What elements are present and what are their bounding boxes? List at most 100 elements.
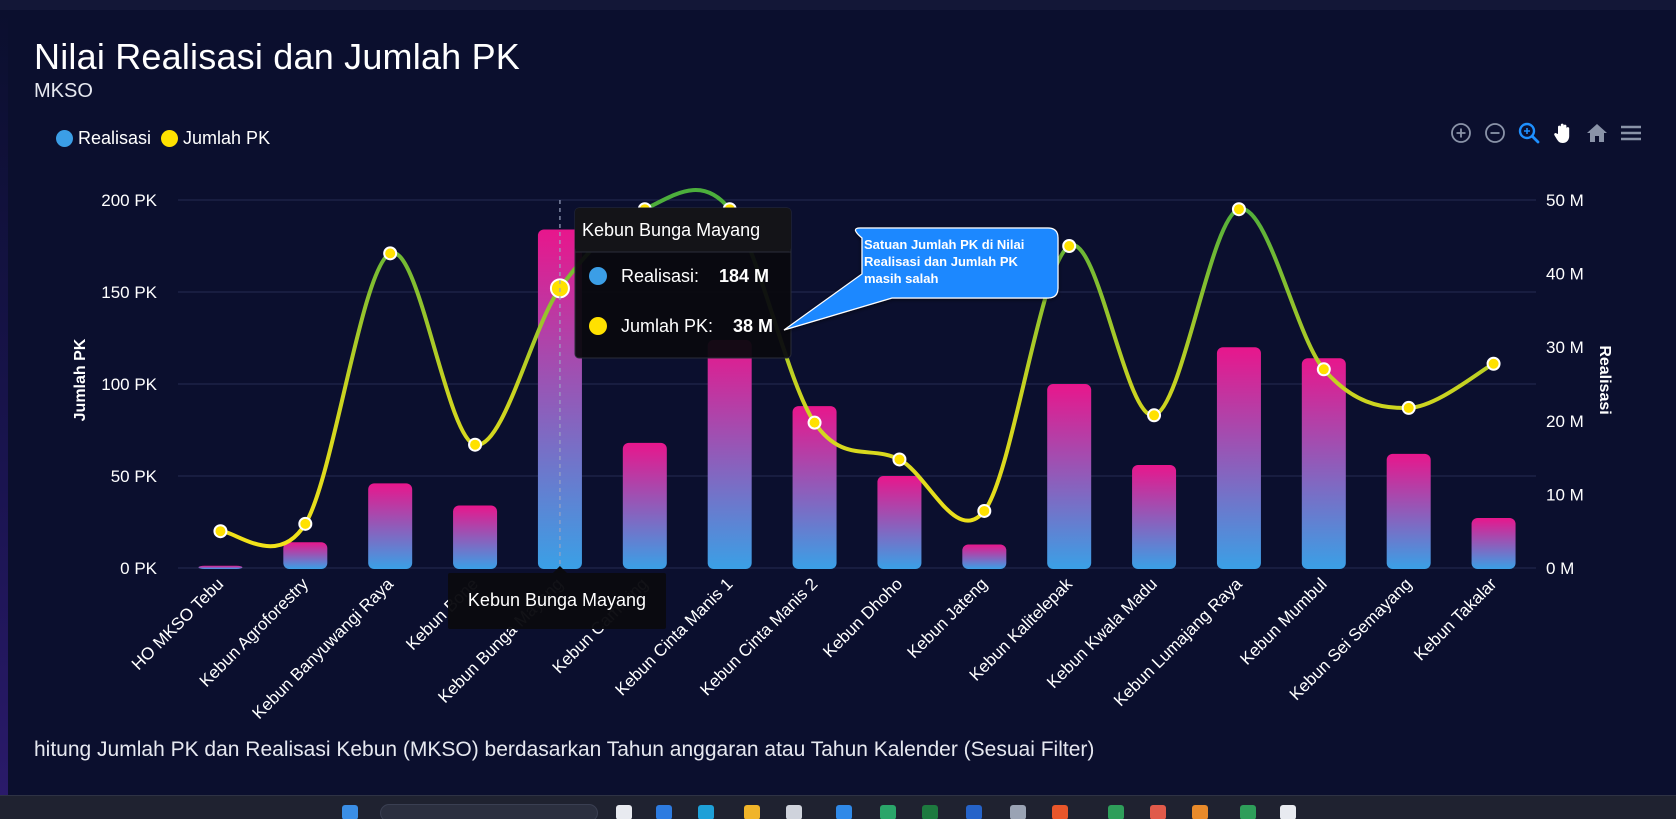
bar-realisasi	[707, 339, 752, 569]
point-jumlah-pk	[298, 516, 313, 531]
y-left-tick-label: 0 PK	[120, 559, 158, 578]
y-left-axis-title: Jumlah PK	[72, 338, 89, 421]
x-axis-tooltip-label: Kebun Bunga Mayang	[468, 590, 646, 610]
point-jumlah-pk	[1401, 400, 1416, 415]
home-reset-icon[interactable]	[1584, 120, 1610, 146]
y-right-tick-label: 30 M	[1546, 338, 1584, 357]
chart-svg: 0 PK 50 PK 100 PK 150 PK 200 PK 0 M 10 M 20 M 30…	[72, 188, 1613, 723]
x-axis-tooltip-arrow	[552, 566, 567, 573]
point-jumlah-pk	[1231, 202, 1246, 217]
point-jumlah-pk	[1316, 362, 1331, 377]
point-jumlah-pk	[383, 246, 398, 261]
y-left-tick-label: 200 PK	[101, 191, 157, 210]
bar-realisasi	[1386, 453, 1431, 569]
bar-realisasi	[1216, 347, 1261, 569]
y-right-tick-label: 20 M	[1546, 412, 1584, 431]
bar-realisasi	[1471, 517, 1516, 569]
taskbar-app-icon[interactable]	[1240, 805, 1256, 819]
chart-legend: Realisasi Jumlah PK	[56, 128, 270, 149]
taskbar-app-icon[interactable]	[1010, 805, 1026, 819]
taskbar-app-icon[interactable]	[1052, 805, 1068, 819]
taskbar-app-icon[interactable]	[1280, 805, 1296, 819]
bar-realisasi	[537, 229, 582, 569]
annotation-bubble	[783, 227, 1059, 331]
taskbar-app-icon[interactable]	[698, 805, 714, 819]
point-jumlah-pk	[468, 437, 483, 452]
chart-footnote: hitung Jumlah PK dan Realisasi Kebun (MK…	[34, 738, 1095, 761]
start-icon[interactable]	[342, 805, 358, 819]
annotation-text-line: Realisasi dan Jumlah PK	[864, 254, 1019, 269]
annotation-callout: Satuan Jumlah PK di Nilai Realisasi dan J…	[783, 227, 1059, 331]
tooltip-row-value: 184 M	[719, 266, 769, 286]
point-jumlah-pk	[213, 524, 228, 539]
x-tick-label: Kebun Banyuwangi Raya	[249, 574, 398, 723]
y-left-tick-label: 50 PK	[111, 467, 158, 486]
taskbar-app-icon[interactable]	[966, 805, 982, 819]
bar-realisasi	[792, 406, 837, 569]
y-right-tick-label: 10 M	[1546, 485, 1584, 504]
bar-realisasi	[453, 505, 498, 569]
bar-realisasi	[622, 442, 667, 569]
zoom-in-icon[interactable]	[1448, 120, 1474, 146]
axis-layer: 0 PK 50 PK 100 PK 150 PK 200 PK 0 M 10 M 20 M 30…	[72, 191, 1613, 578]
point-jumlah-pk	[892, 452, 907, 467]
bar-realisasi	[368, 483, 413, 569]
bar-realisasi	[877, 476, 922, 569]
bar-realisasi	[1132, 464, 1177, 569]
taskbar-app-icon[interactable]	[656, 805, 672, 819]
y-right-axis-title: Realisasi	[1596, 345, 1613, 414]
tooltip-title: Kebun Bunga Mayang	[582, 220, 760, 240]
annotation-text-line: Satuan Jumlah PK di Nilai	[864, 237, 1024, 252]
x-tick-label: Kebun Takalar	[1410, 574, 1500, 664]
taskbar-app-icon[interactable]	[744, 805, 760, 819]
x-tick-label: Kebun Jateng	[904, 574, 992, 662]
chart-card	[8, 10, 1676, 795]
taskbar-app-icon[interactable]	[1192, 805, 1208, 819]
legend-item-realisasi[interactable]: Realisasi	[56, 128, 151, 149]
tooltip-row-label: Jumlah PK:	[621, 316, 713, 336]
legend-item-jumlah-pk[interactable]: Jumlah PK	[161, 128, 270, 149]
legend-label-jumlah-pk: Jumlah PK	[183, 128, 271, 148]
x-tick-label: Kebun Dhoho	[819, 574, 906, 661]
zoom-out-icon[interactable]	[1482, 120, 1508, 146]
annotation-text-line: masih salah	[864, 271, 938, 286]
legend-marker-jumlah-pk	[161, 130, 179, 147]
legend-label-realisasi: Realisasi	[78, 128, 152, 148]
y-left-tick-label: 100 PK	[101, 375, 157, 394]
bar-realisasi	[198, 565, 243, 569]
tooltip-marker	[589, 317, 607, 335]
window-side-edge	[0, 10, 8, 795]
window-top-band	[0, 0, 1676, 10]
point-jumlah-pk	[807, 415, 822, 430]
y-right-tick-label: 40 M	[1546, 265, 1584, 284]
tooltip-header	[575, 208, 791, 252]
taskbar-app-icon[interactable]	[786, 805, 802, 819]
legend-marker-realisasi	[56, 130, 73, 147]
taskbar-app-icon[interactable]	[922, 805, 938, 819]
y-left-tick-label: 150 PK	[101, 283, 157, 302]
x-axis-tooltip-box	[448, 573, 666, 629]
taskbar-app-icon[interactable]	[880, 805, 896, 819]
bar-realisasi	[1047, 384, 1092, 569]
bars-layer	[198, 229, 1516, 569]
chart-title: Nilai Realisasi dan Jumlah PK	[34, 36, 521, 77]
point-jumlah-pk	[977, 503, 992, 518]
taskbar-app-icon[interactable]	[836, 805, 852, 819]
point-jumlah-pk	[1062, 239, 1077, 253]
taskbar-app-icon[interactable]	[1150, 805, 1166, 819]
tooltip-row-value: 38 M	[733, 316, 773, 336]
zoom-selection-icon[interactable]	[1516, 120, 1542, 146]
menu-icon[interactable]	[1618, 120, 1644, 146]
taskbar-search[interactable]	[380, 804, 598, 819]
y-right-tick-label: 0 M	[1546, 559, 1574, 578]
taskbar-app-icon[interactable]	[1108, 805, 1124, 819]
taskbar-app-icon[interactable]	[616, 805, 632, 819]
chart-toolbar	[1448, 120, 1644, 146]
y-right-tick-label: 50 M	[1546, 191, 1584, 210]
tooltip: Kebun Bunga Mayang Realisasi: 184 M Jumlah …	[574, 207, 792, 359]
x-tick-label: Kebun Mumbul	[1236, 574, 1330, 668]
pan-hand-icon[interactable]	[1550, 120, 1576, 146]
chart-subtitle: MKSO	[34, 80, 93, 102]
bar-realisasi	[283, 542, 328, 569]
